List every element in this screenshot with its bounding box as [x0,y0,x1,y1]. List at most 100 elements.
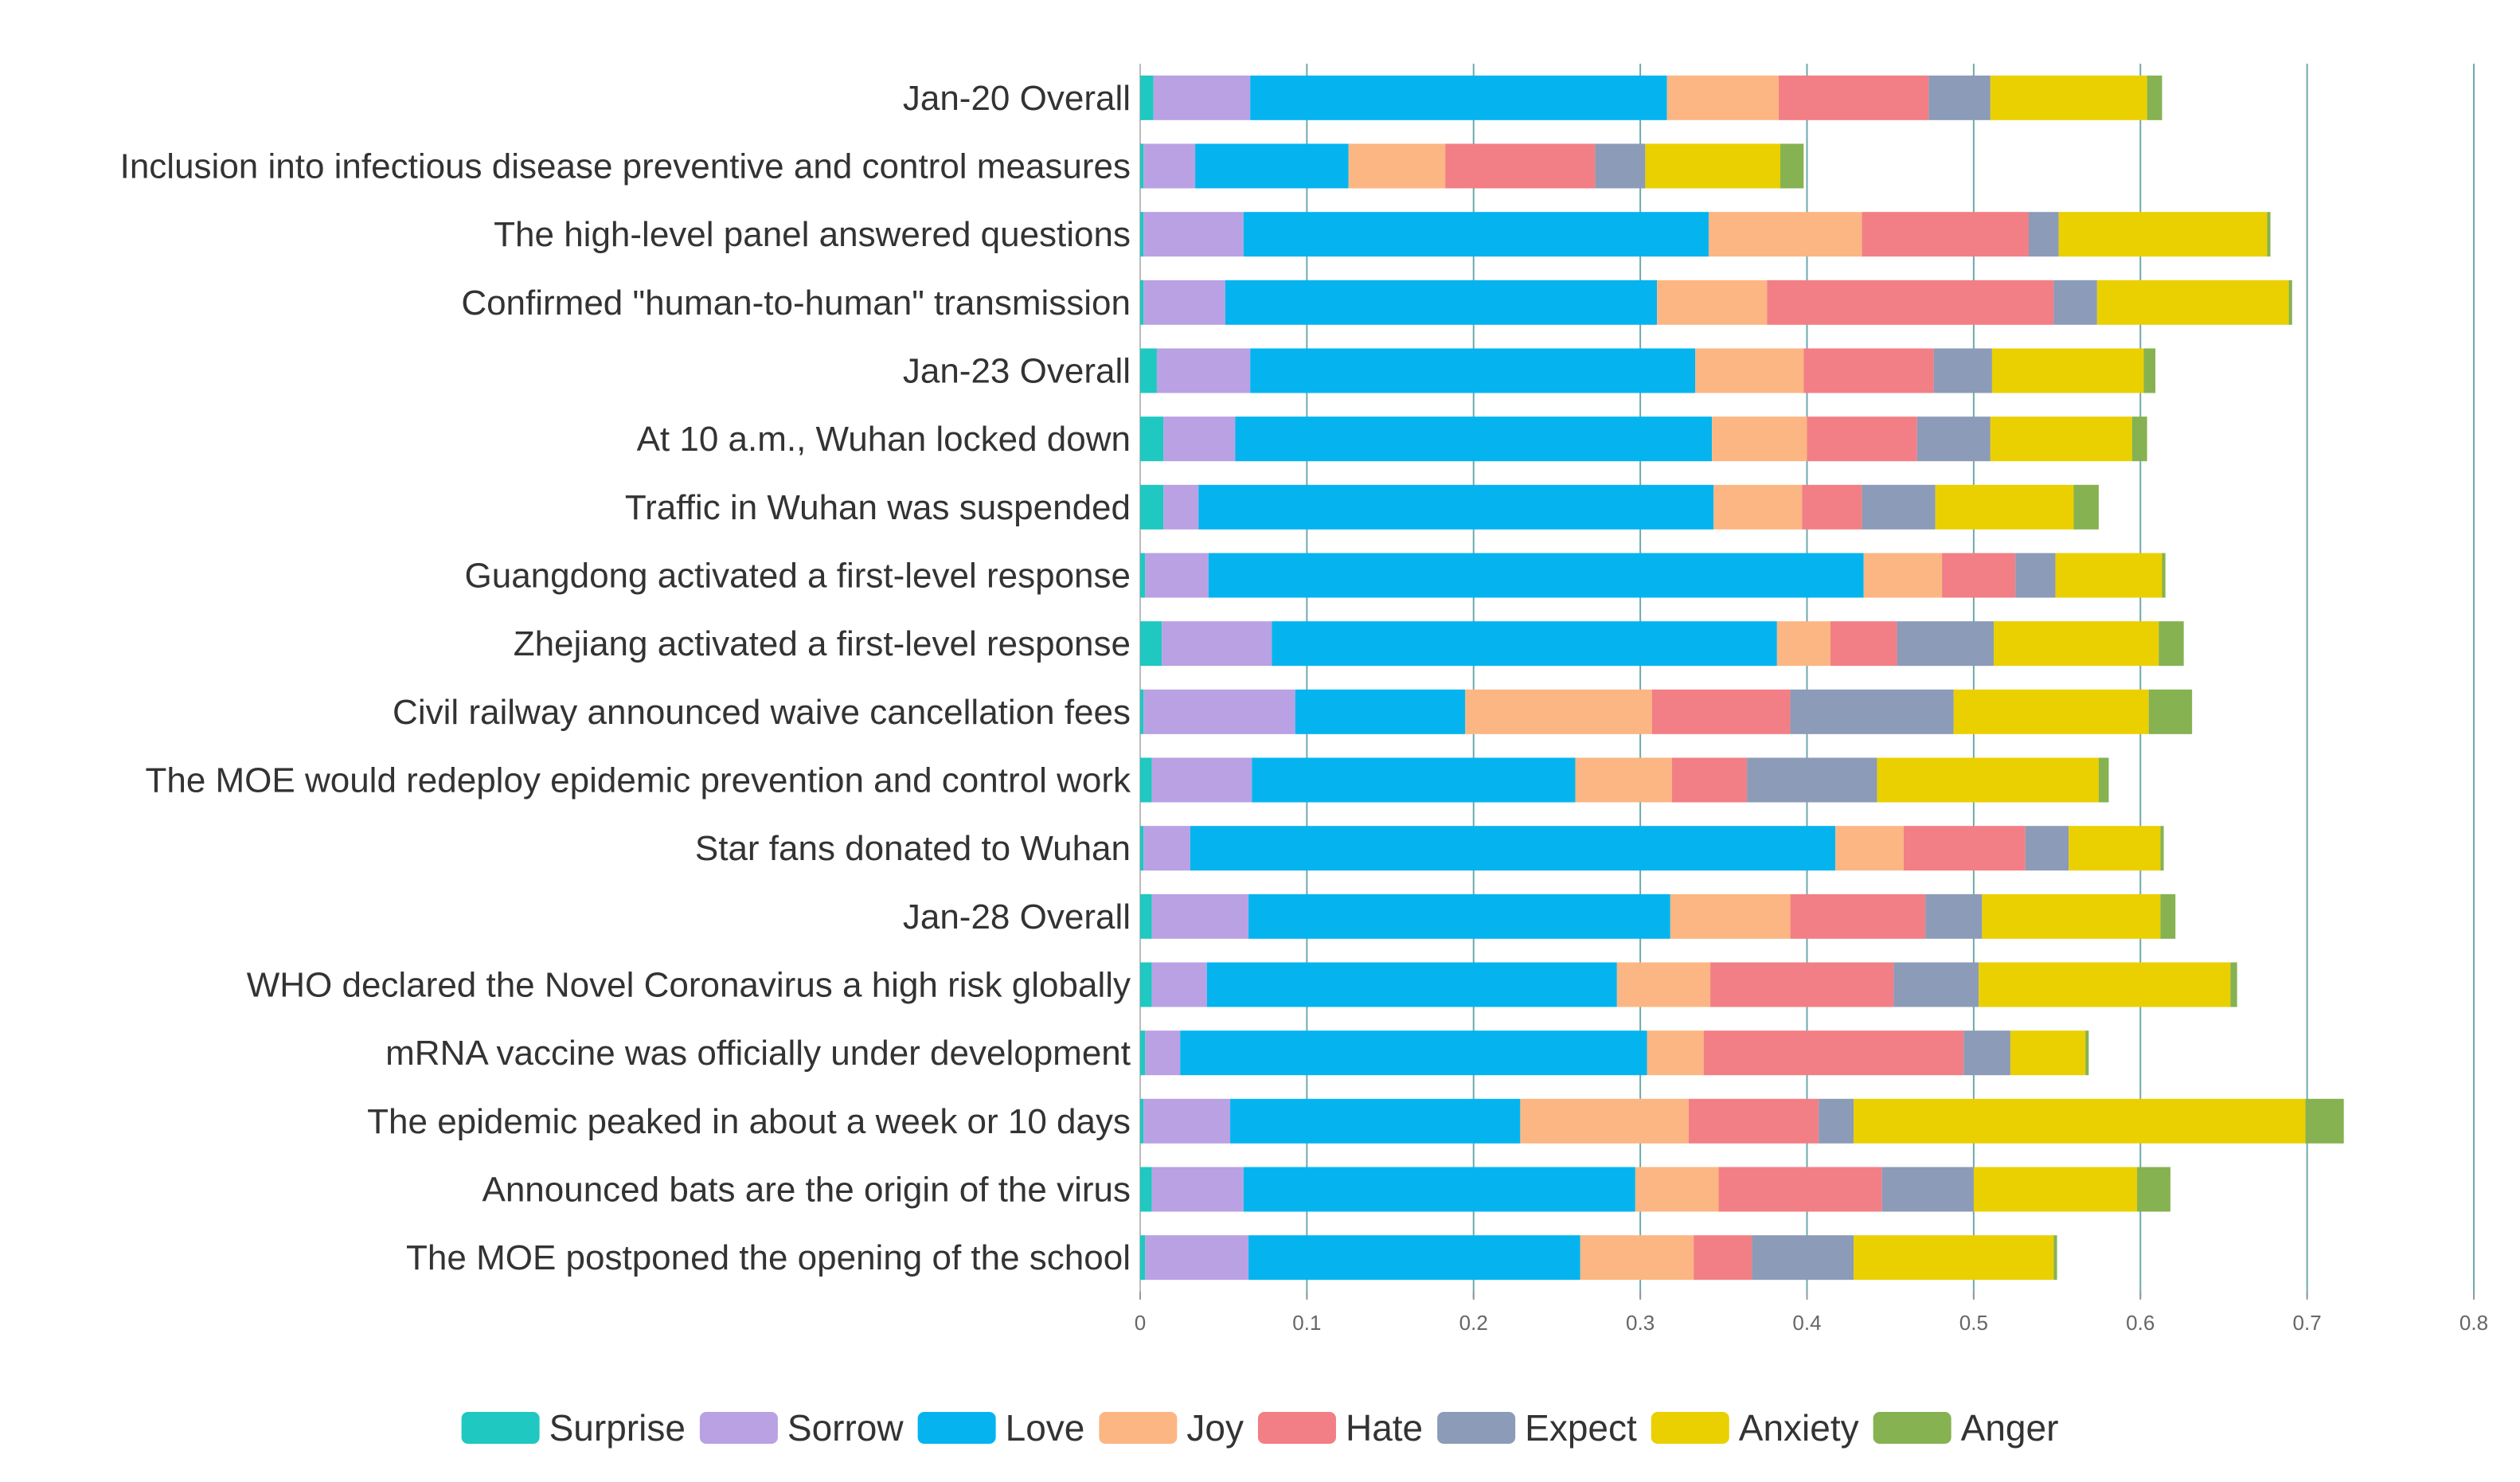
bars [1140,75,2344,1281]
bar-expect-row-17 [1752,1235,1854,1281]
legend-swatch-surprise [461,1412,540,1444]
bar-anxiety-row-17 [1854,1235,2054,1281]
bar-sorrow-row-3 [1143,280,1225,325]
bar-anger-row-11 [2160,826,2164,871]
bar-anxiety-row-2 [2058,212,2268,257]
bar-sorrow-row-7 [1145,553,1209,598]
grid-lines [1139,64,2475,1298]
bar-joy-row-12 [1670,894,1791,939]
bar-sorrow-row-14 [1145,1030,1181,1076]
bar-expect-row-10 [1747,757,1877,803]
bar-expect-row-14 [1963,1030,2010,1076]
bar-surprise-row-17 [1140,1235,1146,1281]
bar-surprise-row-4 [1140,348,1157,393]
bar-love-row-7 [1208,553,1864,598]
legend-swatch-sorrow [699,1412,778,1444]
bar-sorrow-row-16 [1151,1167,1244,1212]
bar-anger-row-4 [2143,348,2156,393]
bar-anger-row-13 [2230,962,2237,1007]
bar-love-row-15 [1230,1098,1521,1144]
bar-joy-row-2 [1708,212,1862,257]
bar-joy-row-1 [1348,143,1446,189]
bar-love-row-17 [1248,1235,1580,1281]
bar-sorrow-row-10 [1151,757,1252,803]
bar-anger-row-16 [2137,1167,2170,1212]
legend-label-hate: Hate [1346,1407,1423,1449]
bar-hate-row-16 [1718,1167,1882,1212]
category-label-17: The MOE postponed the opening of the sch… [406,1238,1131,1277]
bar-surprise-row-13 [1140,962,1152,1007]
bar-surprise-row-5 [1140,416,1164,462]
category-label-9: Civil railway announced waive cancellati… [393,693,1131,732]
bar-sorrow-row-5 [1163,416,1236,462]
bar-surprise-row-12 [1140,894,1152,939]
bar-sorrow-row-2 [1143,212,1244,257]
legend-swatch-joy [1099,1412,1178,1444]
bar-sorrow-row-8 [1162,621,1272,667]
tick-label-0.6: 0.6 [2126,1311,2155,1335]
bar-love-row-14 [1180,1030,1647,1076]
bar-expect-row-1 [1595,143,1646,189]
bar-expect-row-4 [1933,348,1992,393]
bar-hate-row-1 [1445,143,1596,189]
tick-label-0: 0 [1135,1311,1146,1335]
bar-anxiety-row-9 [1953,689,2149,734]
bar-hate-row-15 [1688,1098,1819,1144]
bar-love-row-1 [1195,143,1349,189]
bar-joy-row-11 [1835,826,1904,871]
bar-expect-row-5 [1916,416,1991,462]
bar-anxiety-row-5 [1990,416,2132,462]
bar-love-row-9 [1295,689,1466,734]
legend-swatch-love [917,1412,996,1444]
category-label-0: Jan-20 Overall [903,79,1131,118]
category-label-8: Zhejiang activated a first-level respons… [514,624,1131,663]
category-label-10: The MOE would redeploy epidemic preventi… [145,761,1131,800]
legend-swatch-anger [1873,1412,1952,1444]
bar-anxiety-row-12 [1982,894,2161,939]
bar-love-row-3 [1225,280,1658,325]
bar-hate-row-11 [1903,826,2026,871]
bar-surprise-row-3 [1140,280,1144,325]
category-label-14: mRNA vaccine was officially under develo… [385,1034,1131,1073]
bar-anger-row-0 [2147,75,2163,120]
category-label-15: The epidemic peaked in about a week or 1… [367,1102,1131,1141]
bar-joy-row-3 [1657,280,1768,325]
bar-joy-row-9 [1465,689,1652,734]
bar-anger-row-2 [2267,212,2271,257]
bar-expect-row-0 [1928,75,1991,120]
bar-anger-row-12 [2160,894,2176,939]
bar-sorrow-row-15 [1143,1098,1231,1144]
bar-surprise-row-16 [1140,1167,1152,1212]
bar-anger-row-6 [2073,484,2099,530]
category-label-13: WHO declared the Novel Coronavirus a hig… [247,966,1131,1005]
bar-love-row-6 [1198,484,1714,530]
bar-anger-row-17 [2053,1235,2057,1281]
bar-anger-row-5 [2131,416,2147,462]
bar-expect-row-12 [1925,894,1983,939]
legend-label-surprise: Surprise [549,1407,686,1449]
tick-label-0.5: 0.5 [1959,1311,1988,1335]
bar-sorrow-row-4 [1156,348,1251,393]
bar-anxiety-row-3 [2096,280,2289,325]
bar-hate-row-9 [1651,689,1791,734]
legend-label-expect: Expect [1525,1407,1637,1449]
bar-expect-row-15 [1819,1098,1854,1144]
bar-sorrow-row-6 [1163,484,1199,530]
tick-label-0.8: 0.8 [2459,1311,2488,1335]
bar-anxiety-row-13 [1979,962,2231,1007]
bar-joy-row-13 [1616,962,1711,1007]
category-label-16: Announced bats are the origin of the vir… [482,1171,1131,1210]
bar-surprise-row-14 [1140,1030,1146,1076]
tick-label-0.1: 0.1 [1292,1311,1321,1335]
bar-expect-row-8 [1897,621,1994,667]
bar-anger-row-10 [2098,757,2109,803]
legend-label-love: Love [1006,1407,1085,1449]
bar-joy-row-16 [1635,1167,1719,1212]
category-label-3: Confirmed "human-to-human" transmission [461,283,1131,323]
bar-expect-row-11 [2025,826,2069,871]
legend-swatch-expect [1437,1412,1516,1444]
tick-label-0.2: 0.2 [1459,1311,1488,1335]
bar-anger-row-14 [2085,1030,2089,1076]
bar-love-row-11 [1190,826,1836,871]
